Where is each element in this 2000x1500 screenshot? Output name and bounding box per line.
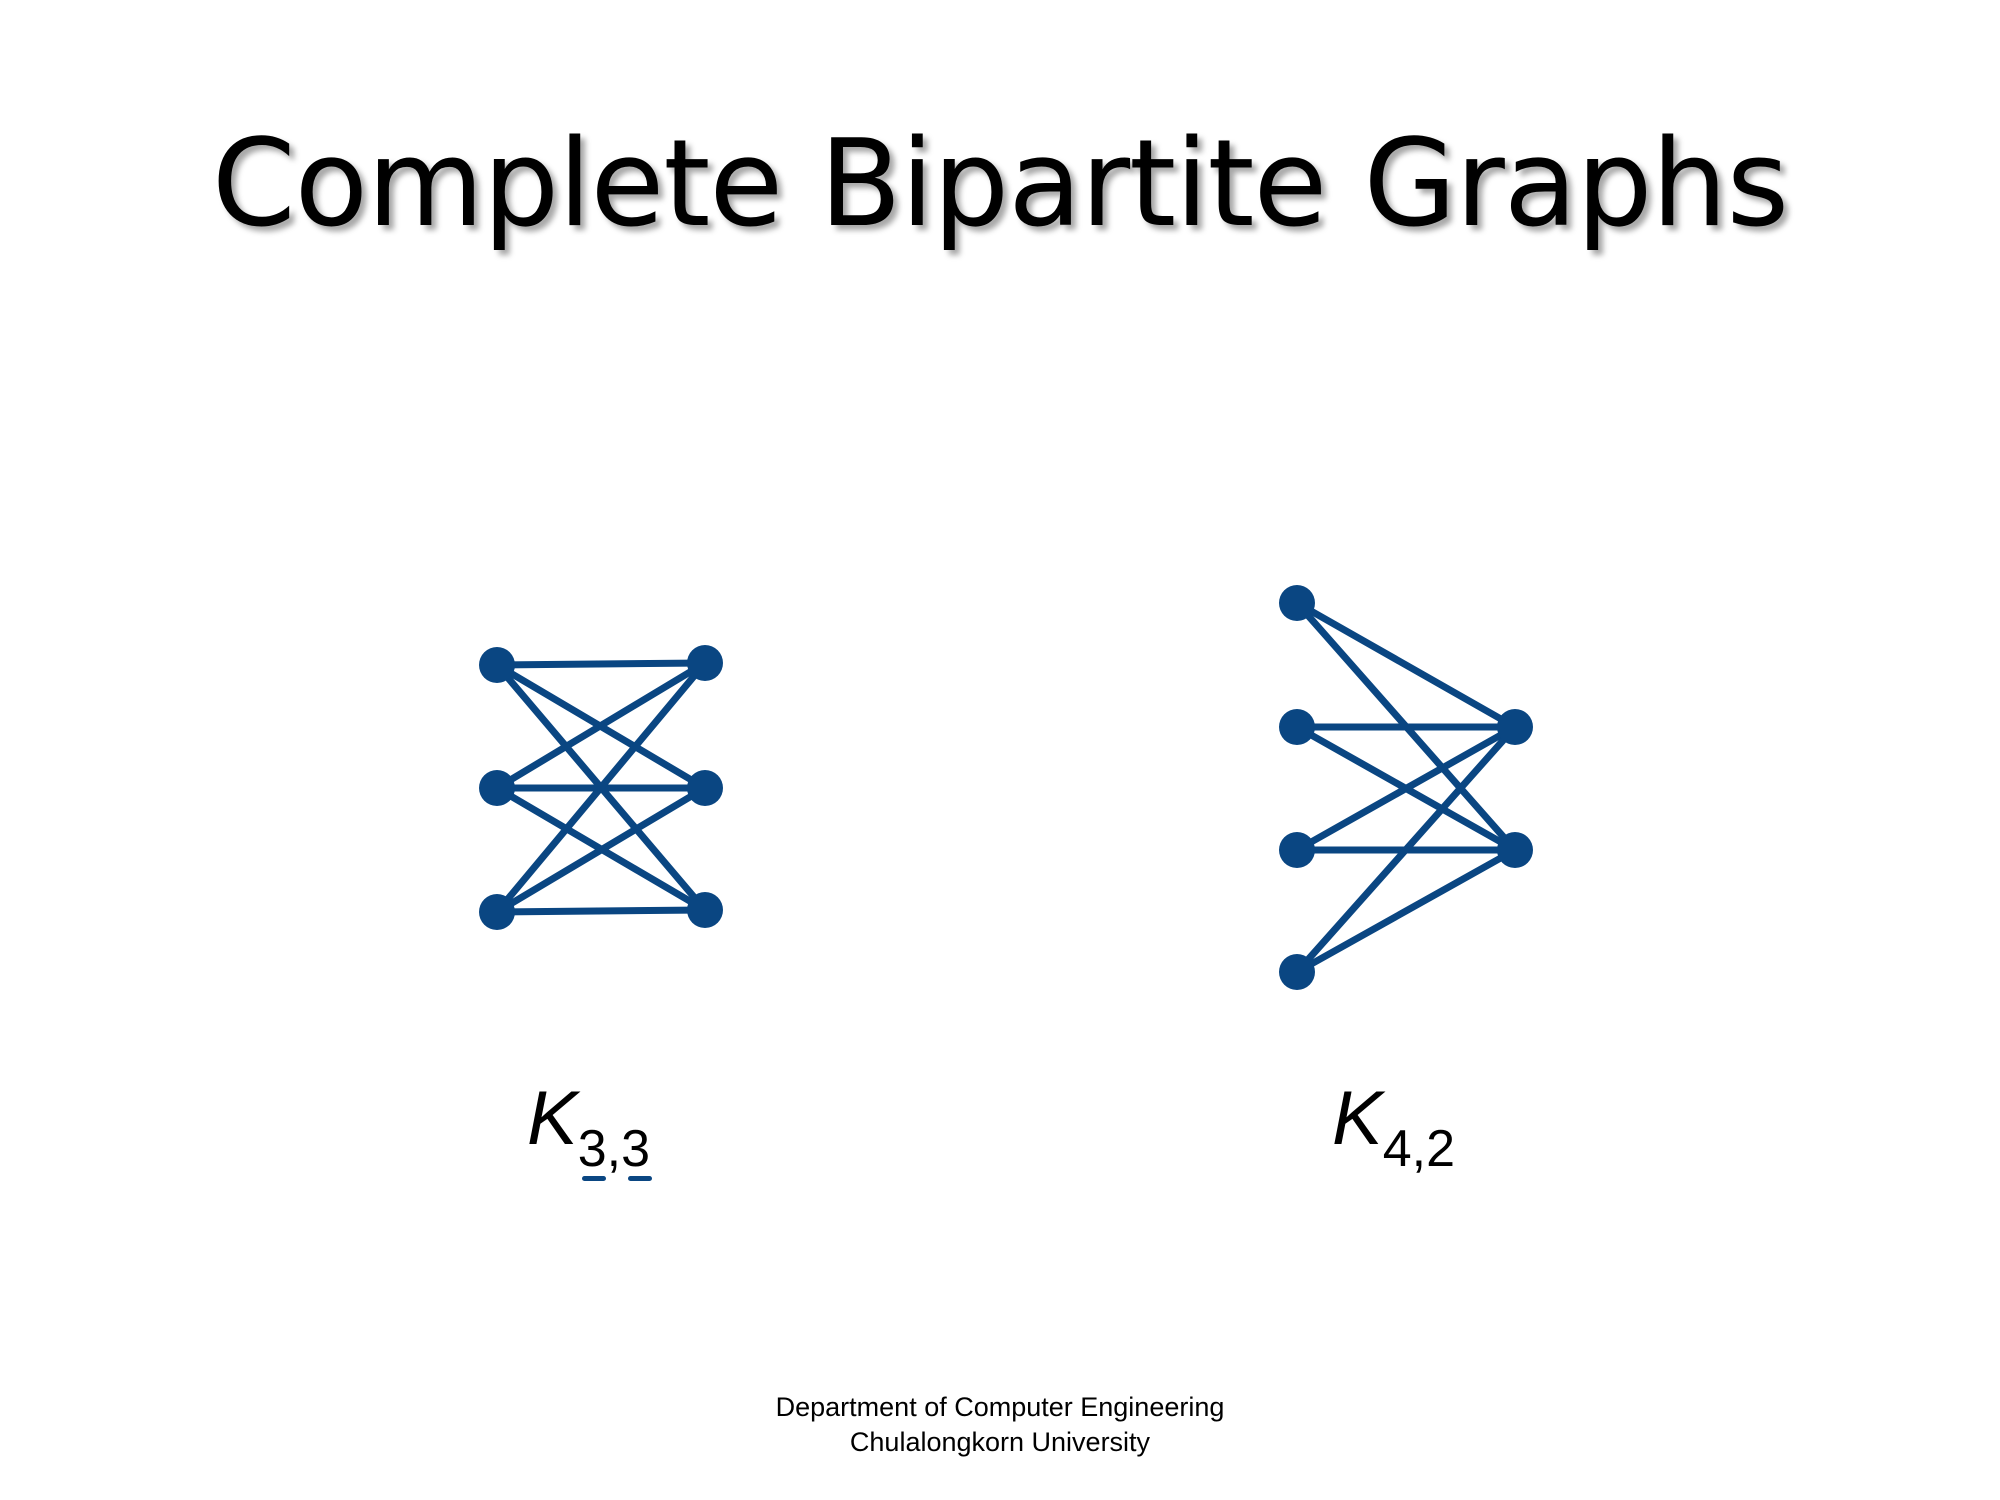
graph-vertex (1497, 832, 1533, 868)
graph-vertex (479, 647, 515, 683)
graph-edge (1297, 850, 1515, 972)
graph-k33 (479, 645, 723, 930)
graph-vertex (1279, 585, 1315, 621)
graph-edge (497, 910, 705, 912)
footer-university: Chulalongkorn University (0, 1425, 2000, 1460)
graph-vertex (1497, 709, 1533, 745)
graph-vertex (479, 770, 515, 806)
graph-vertex (479, 894, 515, 930)
graph-vertex (1279, 709, 1315, 745)
subscript-underline-mark (628, 1176, 652, 1181)
subscript-underline-mark (582, 1176, 606, 1181)
graph-vertex (687, 770, 723, 806)
graph-vertex (1279, 832, 1315, 868)
graph-label-main: K (527, 1076, 578, 1161)
graph-edge (497, 663, 705, 665)
graph-label-k42: K4,2 (1332, 1075, 1455, 1162)
graph-label-subscript: 4,2 (1383, 1120, 1455, 1178)
graph-label-subscript: 3,3 (578, 1120, 650, 1178)
graph-edge (1297, 603, 1515, 727)
graph-vertex (1279, 954, 1315, 990)
graph-label-k33: K3,3 (527, 1075, 650, 1162)
graph-label-main: K (1332, 1076, 1383, 1161)
footer-department: Department of Computer Engineering (0, 1390, 2000, 1425)
graph-k42 (1279, 585, 1533, 990)
graph-vertex (687, 645, 723, 681)
footer: Department of Computer Engineering Chula… (0, 1390, 2000, 1460)
graph-vertex (687, 892, 723, 928)
